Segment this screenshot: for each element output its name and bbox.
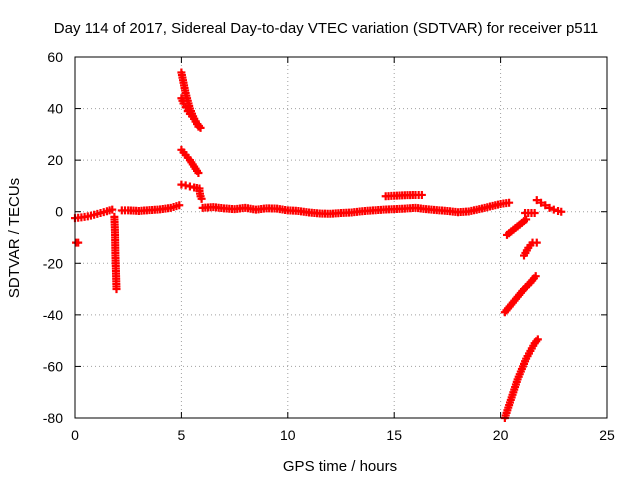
data-point [557,207,566,216]
x-tick-label: 20 [493,427,509,443]
data-point [197,194,206,203]
y-tick-label: 20 [47,152,63,168]
data-point [533,335,542,344]
data-point [74,238,83,247]
x-tick-label: 10 [280,427,296,443]
data-point [112,285,121,294]
x-tick-label: 15 [386,427,402,443]
y-axis-title: SDTVAR / TECUs [6,178,23,298]
x-tick-label: 0 [71,427,79,443]
data-point [530,209,539,218]
x-tick-label: 5 [178,427,186,443]
data-point [531,272,540,281]
data-points [71,68,566,422]
data-point [175,201,184,210]
data-point [545,203,554,212]
y-tick-label: 0 [55,204,63,220]
data-point [505,198,514,207]
y-tick-label: 40 [47,101,63,117]
y-tick-label: -60 [43,358,63,374]
data-point [417,190,426,199]
chart-title: Day 114 of 2017, Sidereal Day-to-day VTE… [54,20,598,37]
data-point [532,238,541,247]
data-point [532,196,541,205]
y-tick-label: -20 [43,255,63,271]
x-axis-title: GPS time / hours [283,458,397,475]
plot-frame [74,56,608,419]
data-point [537,198,546,207]
y-tick-label: -40 [43,307,63,323]
data-point [549,205,558,214]
data-point [108,205,117,214]
data-point [541,201,550,210]
axis-ticks: 0 5 10 15 20 25 -80 -60 -40 -20 0 20 40 60 [43,49,615,443]
y-tick-label: -80 [43,410,63,426]
data-point [194,122,203,131]
x-tick-label: 25 [599,427,615,443]
y-tick-label: 60 [47,49,63,65]
data-point [194,169,203,178]
